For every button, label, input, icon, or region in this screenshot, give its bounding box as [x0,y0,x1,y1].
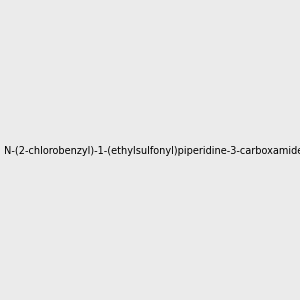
Text: N-(2-chlorobenzyl)-1-(ethylsulfonyl)piperidine-3-carboxamide: N-(2-chlorobenzyl)-1-(ethylsulfonyl)pipe… [4,146,300,157]
